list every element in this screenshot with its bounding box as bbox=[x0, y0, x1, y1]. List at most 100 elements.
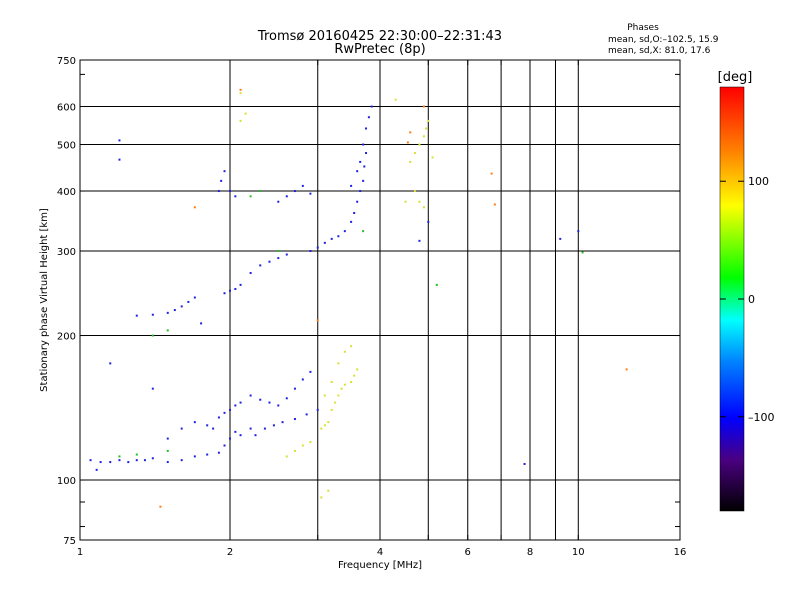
grid-lines bbox=[80, 60, 680, 540]
data-point bbox=[263, 427, 266, 430]
data-point bbox=[239, 283, 242, 286]
y-tick-label: 750 bbox=[57, 56, 76, 67]
data-point bbox=[89, 459, 92, 462]
data-point bbox=[223, 411, 226, 414]
data-point bbox=[281, 421, 284, 424]
data-point bbox=[212, 427, 215, 430]
data-point bbox=[234, 195, 237, 198]
x-tick-label: 10 bbox=[572, 547, 585, 558]
data-point bbox=[277, 200, 280, 203]
data-point bbox=[109, 461, 112, 464]
data-point bbox=[394, 98, 397, 101]
y-tick-label: 200 bbox=[57, 332, 76, 343]
y-tick-label: 100 bbox=[57, 476, 76, 487]
data-point bbox=[234, 430, 237, 433]
y-tick-label: 400 bbox=[57, 187, 76, 198]
data-point bbox=[259, 264, 262, 267]
data-point bbox=[350, 220, 353, 223]
phases-line1: mean, sd,O:–102.5, 15.9 bbox=[608, 35, 719, 45]
data-point bbox=[229, 408, 231, 411]
data-point bbox=[356, 368, 359, 371]
data-point bbox=[370, 105, 373, 108]
data-point bbox=[340, 387, 343, 390]
data-point bbox=[350, 381, 353, 384]
data-point bbox=[343, 383, 346, 386]
data-point bbox=[577, 230, 580, 233]
data-point bbox=[581, 251, 584, 254]
colorbar-tick-label: 0 bbox=[748, 293, 755, 306]
data-point bbox=[193, 455, 196, 458]
data-point bbox=[187, 300, 190, 303]
data-point bbox=[180, 305, 183, 308]
data-point bbox=[422, 206, 425, 209]
data-point bbox=[135, 453, 138, 456]
data-point bbox=[343, 230, 346, 233]
data-point bbox=[404, 200, 407, 203]
data-point bbox=[254, 434, 257, 437]
data-point bbox=[200, 322, 203, 325]
data-point bbox=[223, 170, 226, 173]
colorbar-tick-label: 100 bbox=[748, 175, 769, 188]
data-point bbox=[359, 160, 362, 163]
data-point bbox=[362, 143, 365, 146]
data-point bbox=[330, 408, 333, 411]
data-point bbox=[166, 437, 169, 440]
data-point bbox=[559, 237, 562, 240]
colorbar-tick-label: –100 bbox=[748, 411, 775, 424]
data-point bbox=[362, 179, 365, 182]
data-point bbox=[309, 370, 312, 373]
data-points bbox=[89, 88, 628, 508]
axis-ticks: 1 2 4 6 8 10 16 75 100 200 300 400 500 600 750 bbox=[57, 56, 686, 558]
data-point bbox=[490, 172, 493, 175]
data-point bbox=[422, 135, 425, 138]
x-axis-label: Frequency [MHz] bbox=[338, 560, 422, 571]
data-point bbox=[99, 461, 102, 464]
data-point bbox=[239, 92, 242, 95]
data-point bbox=[367, 116, 370, 119]
data-point bbox=[409, 131, 412, 134]
data-point bbox=[337, 394, 340, 397]
data-point bbox=[193, 296, 196, 299]
data-point bbox=[316, 408, 319, 411]
data-point bbox=[330, 381, 333, 384]
data-point bbox=[422, 105, 425, 108]
data-point bbox=[293, 449, 296, 452]
y-tick-label: 600 bbox=[57, 103, 76, 114]
data-point bbox=[309, 441, 312, 444]
data-point bbox=[320, 427, 323, 430]
data-point bbox=[285, 195, 288, 198]
data-point bbox=[330, 237, 333, 240]
data-point bbox=[166, 311, 169, 314]
data-point bbox=[229, 190, 231, 193]
data-point bbox=[234, 404, 237, 407]
data-point bbox=[239, 119, 242, 122]
data-point bbox=[353, 212, 356, 215]
data-point bbox=[343, 350, 346, 353]
data-point bbox=[268, 401, 271, 404]
data-point bbox=[180, 459, 183, 462]
x-tick-label: 6 bbox=[465, 547, 471, 558]
data-point bbox=[413, 152, 416, 155]
data-point bbox=[409, 160, 412, 163]
data-point bbox=[427, 220, 430, 223]
data-point bbox=[309, 192, 312, 195]
data-point bbox=[301, 444, 304, 447]
plot-frame bbox=[79, 59, 681, 541]
data-point bbox=[431, 156, 434, 159]
data-point bbox=[277, 404, 280, 407]
data-point bbox=[320, 496, 323, 499]
data-point bbox=[143, 459, 146, 462]
data-point bbox=[327, 421, 330, 424]
data-point bbox=[217, 451, 220, 454]
x-tick-label: 16 bbox=[674, 547, 687, 558]
phases-line2: mean, sd,X: 81.0, 17.6 bbox=[608, 46, 711, 56]
data-point bbox=[301, 378, 304, 381]
data-point bbox=[356, 170, 359, 173]
data-point bbox=[180, 427, 183, 430]
y-tick-label: 75 bbox=[63, 536, 76, 547]
data-point bbox=[413, 190, 416, 193]
data-point bbox=[259, 190, 262, 193]
data-point bbox=[239, 434, 242, 437]
data-point bbox=[427, 119, 430, 122]
